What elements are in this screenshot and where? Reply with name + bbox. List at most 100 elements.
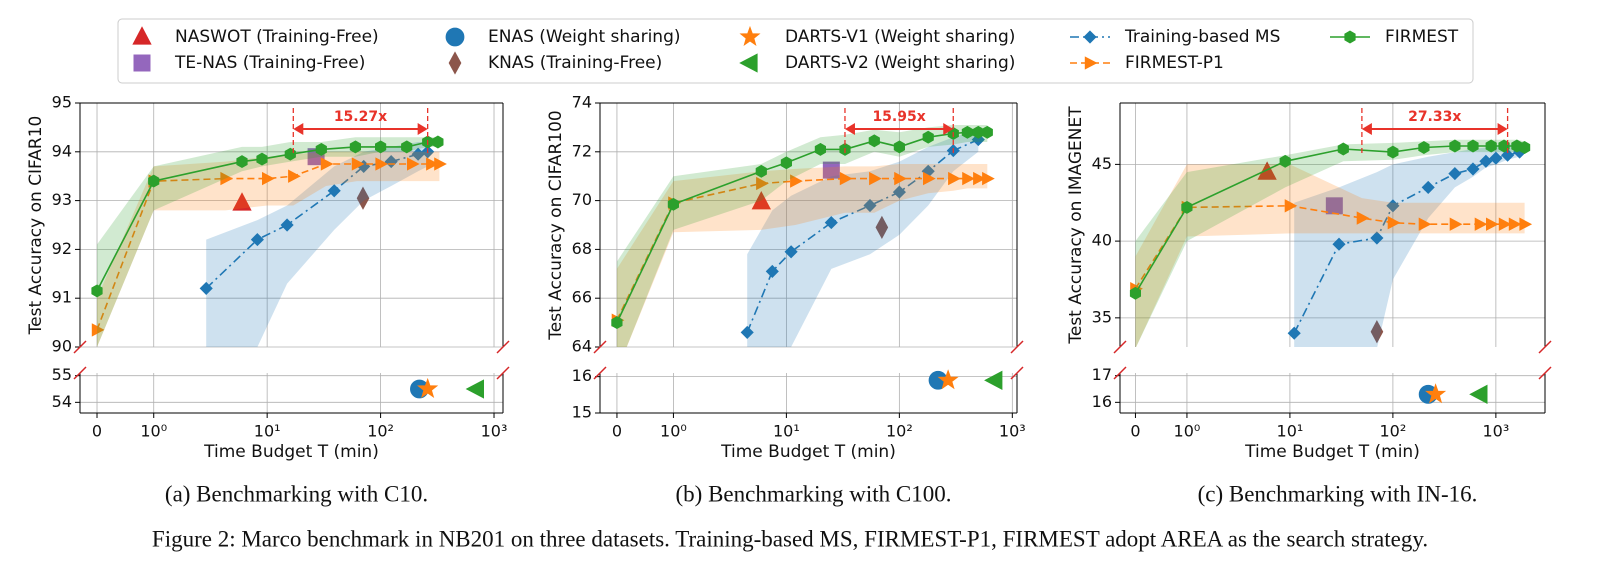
legend-marker — [445, 27, 465, 47]
chart-panel: 0 10⁰ 10¹ 10² 10³ 64 66 68 70 72 74 15 16 Time Budget… — [546, 93, 1026, 507]
x-tick-label: 10⁰ — [1174, 422, 1201, 441]
marker — [417, 377, 439, 398]
marker — [790, 174, 803, 188]
marker — [780, 156, 792, 170]
legend-label: Training-based MS — [1124, 27, 1280, 47]
plot-area-lower — [410, 377, 485, 399]
x-tick-label: 10¹ — [773, 422, 800, 441]
marker — [1466, 162, 1480, 176]
marker — [892, 185, 906, 199]
marker — [923, 171, 936, 186]
legend-marker — [133, 54, 151, 72]
legend-label: ENAS (Weight sharing) — [488, 27, 681, 47]
marker — [1421, 180, 1435, 194]
marker — [288, 169, 301, 183]
arrow-head — [293, 123, 304, 135]
arrow-head — [844, 123, 855, 135]
axis-break — [496, 340, 510, 354]
series-line — [1134, 204, 1525, 290]
marker — [863, 198, 877, 213]
marker — [261, 171, 275, 186]
marker — [1486, 217, 1499, 231]
legend-marker — [739, 25, 761, 46]
confidence-band — [97, 137, 438, 347]
x-tick-label: 0 — [1130, 422, 1140, 441]
confidence-band — [1135, 164, 1525, 347]
y-tick-label: 64 — [572, 337, 592, 356]
plot-area-lower — [928, 369, 1003, 390]
legend-marker — [739, 53, 758, 73]
marker — [922, 130, 934, 144]
annotation-label: 15.95x — [872, 109, 925, 125]
marker — [1356, 211, 1370, 225]
axis-break — [593, 340, 607, 354]
marker — [981, 125, 993, 139]
marker — [875, 215, 889, 240]
figure-caption: Figure 2: Marco benchmark in NB201 on th… — [152, 526, 1428, 551]
y-tick-label: 15 — [572, 403, 592, 422]
marker — [1519, 217, 1533, 231]
marker — [868, 134, 880, 148]
marker — [374, 140, 387, 154]
marker — [937, 369, 959, 390]
marker — [611, 316, 623, 330]
marker — [1425, 383, 1447, 404]
marker — [236, 155, 248, 169]
marker — [1370, 231, 1384, 245]
marker — [1448, 167, 1462, 181]
plot-area — [91, 135, 447, 347]
marker — [356, 186, 370, 210]
confidence-band — [616, 164, 988, 347]
legend-label: KNAS (Training-Free) — [488, 53, 662, 73]
marker — [984, 370, 1003, 390]
marker — [784, 245, 798, 259]
marker — [1129, 286, 1141, 300]
marker — [1508, 217, 1522, 231]
y-tick-label: 16 — [1092, 392, 1112, 411]
x-axis-label: Time Budget T (min) — [203, 442, 379, 462]
y-tick-label: 72 — [572, 141, 592, 160]
marker — [751, 191, 771, 210]
axis-break — [73, 340, 87, 354]
x-axis-label: Time Budget T (min) — [720, 442, 896, 462]
marker — [232, 192, 252, 211]
marker — [1284, 199, 1298, 213]
y-tick-label: 66 — [572, 288, 592, 307]
legend-label: DARTS-V1 (Weight sharing) — [785, 27, 1015, 47]
marker — [1387, 216, 1401, 230]
marker — [91, 284, 103, 298]
marker — [1449, 217, 1463, 231]
subcaption: (a) Benchmarking with C10. — [165, 481, 428, 506]
marker — [199, 281, 213, 295]
axis-break — [1538, 366, 1552, 380]
confidence-band — [616, 125, 988, 347]
x-tick-label: 10² — [886, 422, 913, 441]
x-tick-label: 10³ — [999, 422, 1026, 441]
marker — [1519, 141, 1531, 154]
plot-area — [1129, 139, 1533, 347]
marker — [814, 142, 826, 156]
marker — [220, 171, 234, 186]
x-tick-label: 10² — [367, 422, 394, 441]
marker — [839, 171, 853, 186]
axis-break — [73, 366, 87, 380]
marker — [1501, 148, 1515, 162]
y-tick-label: 94 — [52, 141, 72, 160]
marker — [1387, 145, 1399, 159]
axis-break — [496, 366, 510, 380]
y-axis-label: Test Accuracy on IMAGENET — [1066, 106, 1086, 345]
marker — [91, 323, 105, 337]
marker — [1386, 199, 1400, 213]
legend-label: DARTS-V2 (Weight sharing) — [785, 53, 1015, 73]
y-tick-label: 91 — [52, 288, 72, 307]
legend-marker — [448, 51, 462, 75]
y-axis-label: Test Accuracy on CIFAR10 — [26, 116, 46, 336]
x-tick-label: 10⁰ — [140, 422, 167, 441]
marker — [280, 218, 294, 232]
marker — [349, 140, 362, 154]
marker — [375, 157, 389, 171]
marker — [961, 125, 973, 139]
chart-panel: 0 10⁰ 10¹ 10² 10³ 35 40 45 16 17 Time Budget T (mi… — [1066, 102, 1552, 506]
marker — [962, 171, 975, 186]
